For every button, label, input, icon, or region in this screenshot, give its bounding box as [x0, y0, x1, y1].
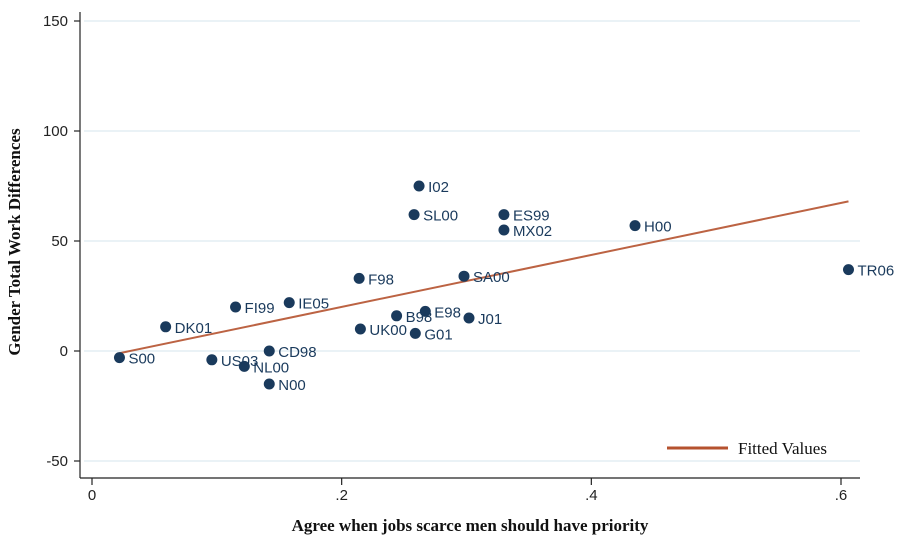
data-point	[419, 305, 431, 317]
point-label: CD98	[278, 344, 316, 361]
point-label: FI99	[245, 300, 275, 317]
point-label: S00	[128, 351, 155, 368]
data-point	[458, 270, 470, 282]
point-label: SL00	[423, 208, 458, 225]
point-label: N00	[278, 377, 306, 394]
data-point	[413, 180, 425, 192]
point-label: I02	[428, 179, 449, 196]
point-label: B98	[406, 309, 433, 326]
point-label: H00	[644, 219, 672, 236]
y-tick-label: 100	[43, 123, 68, 140]
x-tick-label: .4	[585, 487, 598, 504]
data-point	[113, 352, 125, 364]
data-point	[498, 209, 510, 221]
legend-label-fitted-values: Fitted Values	[738, 439, 827, 458]
point-label: J01	[478, 311, 502, 328]
data-point	[263, 345, 275, 357]
point-label: NL00	[253, 359, 289, 376]
data-point	[354, 323, 366, 335]
data-point	[160, 321, 172, 333]
x-tick-label: .2	[335, 487, 348, 504]
data-point	[391, 310, 403, 322]
point-label: SA00	[473, 269, 510, 286]
data-point	[283, 297, 295, 309]
grid-lines	[84, 20, 860, 462]
point-label: E98	[434, 304, 461, 321]
data-point	[629, 220, 641, 232]
legend: Fitted Values	[667, 439, 827, 458]
y-axis-title: Gender Total Work Differences	[5, 128, 24, 356]
y-tick-label: 0	[60, 343, 68, 360]
point-label: TR06	[857, 263, 894, 280]
point-label: UK00	[369, 322, 407, 339]
point-label: DK01	[175, 320, 213, 337]
point-label: G01	[424, 326, 452, 343]
y-tick-label: -50	[46, 453, 68, 470]
data-point	[230, 301, 242, 313]
data-point	[409, 327, 421, 339]
x-tick-label: 0	[88, 487, 96, 504]
y-ticks: -50 0 50 100 150	[43, 13, 80, 470]
y-tick-label: 50	[51, 233, 68, 250]
data-point	[206, 354, 218, 366]
point-label: MX02	[513, 223, 552, 240]
data-point	[463, 312, 475, 324]
data-points	[113, 180, 854, 390]
fitted-values-line	[119, 200, 849, 355]
data-point	[263, 378, 275, 390]
data-point	[408, 209, 420, 221]
x-axis-title: Agree when jobs scarce men should have p…	[292, 516, 649, 535]
y-tick-label: 150	[43, 13, 68, 30]
point-label: US03	[221, 353, 259, 370]
point-label: IE05	[298, 296, 329, 313]
x-ticks: 0 .2 .4 .6	[88, 478, 847, 504]
data-point	[238, 360, 250, 372]
fitted-values-line-group	[119, 200, 849, 355]
x-tick-label: .6	[835, 487, 848, 504]
axes	[79, 12, 860, 479]
point-label: F98	[368, 271, 394, 288]
data-point	[498, 224, 510, 236]
data-point	[353, 272, 365, 284]
data-point	[842, 264, 854, 276]
point-label: ES99	[513, 208, 550, 225]
